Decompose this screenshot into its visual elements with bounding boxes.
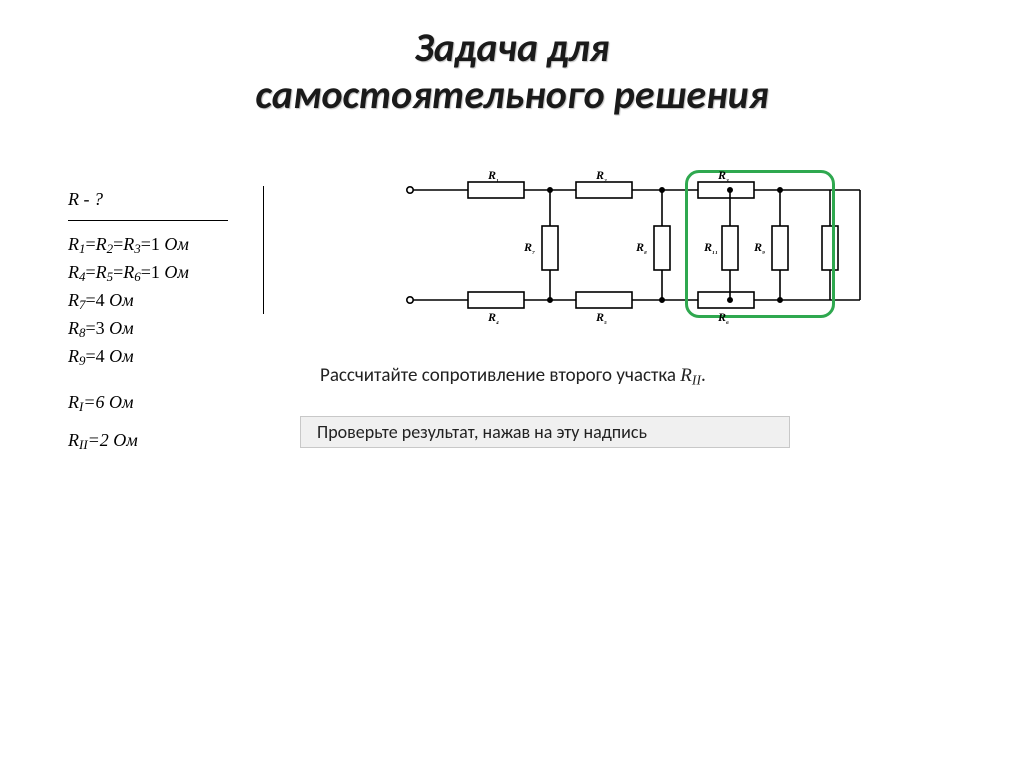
label-R3: R₃ <box>718 168 729 183</box>
instruction-suffix: . <box>701 364 706 387</box>
label-R2: R₂ <box>596 168 607 183</box>
instruction-prefix: Рассчитайте сопротивление второго участк… <box>320 364 680 387</box>
answers: RI=6 Ом RII=2 Ом <box>68 389 278 455</box>
label-R9: R₉ <box>754 240 765 255</box>
label-R8: R₈ <box>636 240 647 255</box>
given-line-1: R4=R5=R6=1 Ом <box>68 259 278 287</box>
check-result-button[interactable]: Проверьте результат, нажав на эту надпис… <box>300 416 790 448</box>
label-R7: R₇ <box>524 240 535 255</box>
given-line-4: R9=4 Ом <box>68 343 278 371</box>
given-question-text: R - ? <box>68 189 103 209</box>
circuit-diagram: R₁ R₂ R₃ R₄ R₅ R₆ R₇ R₈ R₁₁ R₉ <box>390 160 930 340</box>
circuit-svg <box>390 160 930 340</box>
title-line1: Задача для <box>415 23 610 72</box>
given-vline <box>263 186 264 314</box>
instruction-sym: RII <box>680 365 701 386</box>
given-line-2: R7=4 Ом <box>68 287 278 315</box>
slide-title: Задача для самостоятельного решения <box>0 24 1024 118</box>
slide: Задача для самостоятельного решения R - … <box>0 0 1024 768</box>
given-line-0: R1=R2=R3=1 Ом <box>68 231 278 259</box>
answer-rI: RI=6 Ом <box>68 389 278 417</box>
given-block: R - ? R1=R2=R3=1 Ом R4=R5=R6=1 Ом R7=4 О… <box>68 186 278 465</box>
instruction-text: Рассчитайте сопротивление второго участк… <box>320 364 880 388</box>
label-R6: R₆ <box>718 310 729 325</box>
label-R11: R₁₁ <box>704 240 718 255</box>
given-hr <box>68 220 228 221</box>
title-line2: самостоятельного решения <box>255 70 768 119</box>
label-R1: R₁ <box>488 168 499 183</box>
given-line-3: R8=3 Ом <box>68 315 278 343</box>
label-R5: R₅ <box>596 310 607 325</box>
given-question: R - ? <box>68 186 278 218</box>
check-result-label: Проверьте результат, нажав на эту надпис… <box>317 421 647 443</box>
label-R4: R₄ <box>488 310 499 325</box>
answer-rII: RII=2 Ом <box>68 427 278 455</box>
